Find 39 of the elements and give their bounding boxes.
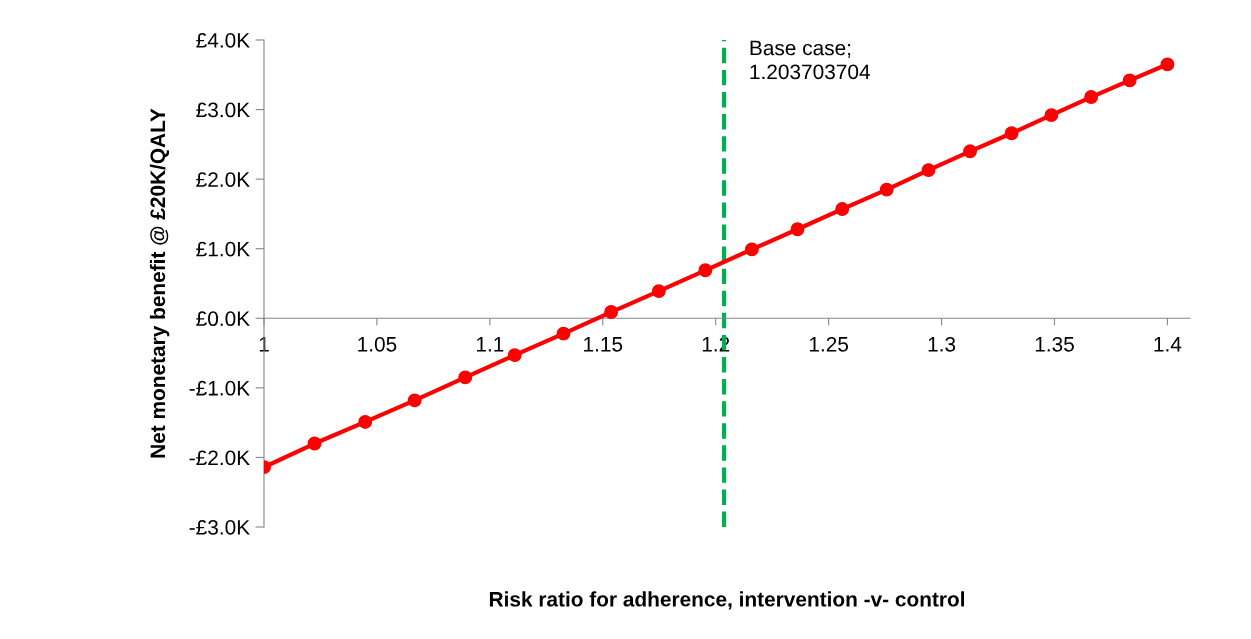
- x-tick-label: 1.05: [358, 336, 397, 352]
- x-tick-label: 1.3: [928, 336, 956, 352]
- x-tick-label: 1.35: [1035, 336, 1074, 352]
- point: [458, 370, 473, 385]
- point: [407, 393, 422, 408]
- y-tick-label: £3.0K: [196, 102, 250, 118]
- x-tick-label: 1.15: [584, 337, 623, 352]
- y-axis-title: Net monetary benefit @ £20K/QALY: [149, 108, 170, 458]
- x-tick-label: 1: [259, 337, 269, 352]
- point: [1044, 108, 1059, 123]
- point: [556, 326, 571, 341]
- y-tick-label: -£1.0K: [189, 380, 250, 396]
- x-tick-label: 1.1: [476, 337, 504, 352]
- point: [835, 202, 850, 217]
- point: [698, 263, 713, 278]
- y-tick-label: £1.0K: [196, 241, 250, 257]
- point: [921, 163, 936, 178]
- x-tick-label: 1.4: [1154, 337, 1182, 352]
- point: [1084, 90, 1099, 104]
- point: [507, 348, 522, 363]
- point: [1122, 73, 1137, 88]
- y-tick-label: £4.0K: [196, 33, 250, 48]
- x-tick-label: 1.25: [809, 336, 849, 352]
- point: [358, 415, 373, 429]
- y-tick-label: -£2.0K: [189, 450, 250, 466]
- point: [307, 436, 322, 451]
- y-tick-label: £2.0K: [196, 172, 250, 187]
- y-tick-label: -£3.0K: [189, 520, 250, 535]
- point: [1160, 57, 1175, 72]
- x-axis-title: Risk ratio for adherence, intervention -v- control: [489, 591, 965, 610]
- point: [1004, 126, 1019, 141]
- ref-line-label: Base case; 1.203703704: [750, 40, 870, 80]
- point: [963, 144, 977, 159]
- y-tick-label: £0.0K: [196, 311, 250, 327]
- point: [604, 305, 619, 319]
- point: [879, 182, 894, 197]
- point: [790, 222, 805, 237]
- point: [651, 284, 666, 299]
- point: [744, 242, 759, 257]
